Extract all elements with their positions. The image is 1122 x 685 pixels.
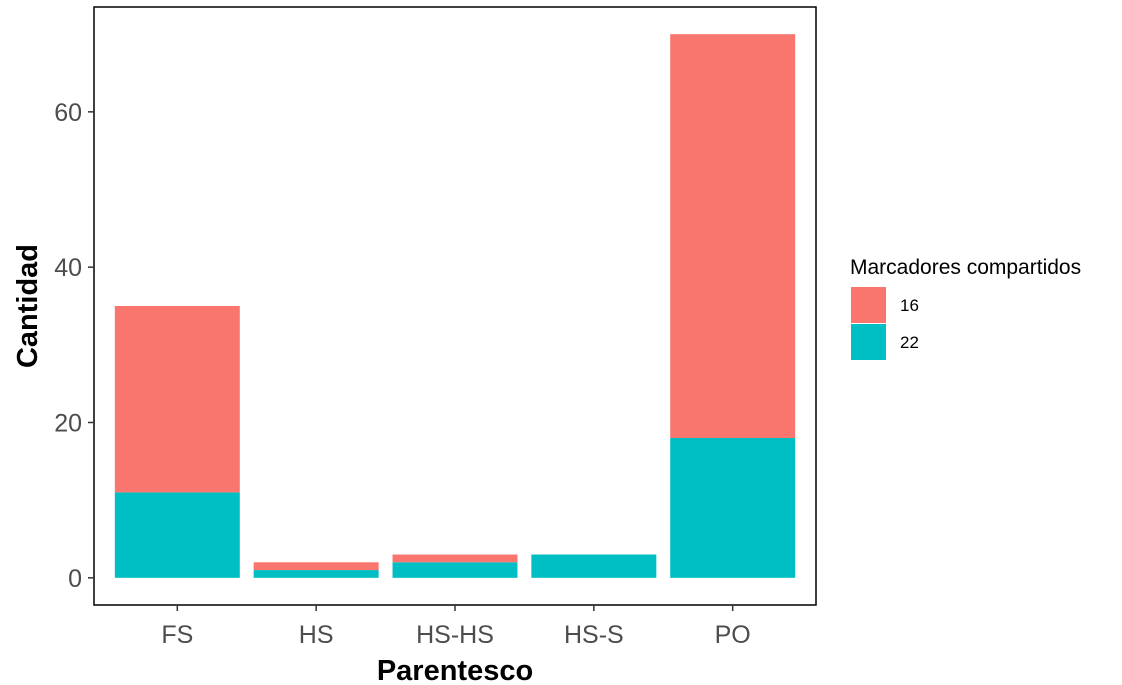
y-tick-label: 60 — [54, 99, 82, 127]
legend-label: 16 — [900, 296, 919, 315]
bars-group — [114, 34, 796, 578]
x-tick-label: HS — [299, 621, 334, 649]
legend-key-16 — [851, 287, 886, 323]
bar-hs-s-series-22 — [531, 554, 657, 578]
legend-title: Marcadores compartidos — [850, 256, 1081, 279]
x-tick-label: PO — [715, 621, 751, 649]
legend-key-22 — [851, 324, 886, 360]
x-tick-label: HS-S — [564, 621, 624, 649]
y-tick-label: 0 — [68, 565, 82, 593]
legend-label: 22 — [900, 333, 919, 352]
x-axis-title: Parentesco — [377, 655, 533, 685]
y-tick-label: 40 — [54, 254, 82, 282]
y-tick-label: 20 — [54, 409, 82, 437]
bar-hs-series-22 — [253, 570, 379, 578]
x-tick-label: FS — [161, 621, 193, 649]
bar-hs-hs-series-16 — [392, 554, 518, 563]
y-axis: 0 20 40 60 — [54, 99, 94, 593]
bar-fs-series-16 — [114, 306, 240, 493]
legend: Marcadores compartidos 16 22 — [850, 256, 1081, 360]
y-axis-title: Cantidad — [12, 244, 44, 368]
bar-fs-series-22 — [114, 492, 240, 578]
bar-hs-series-16 — [253, 562, 379, 571]
bar-po-series-22 — [670, 438, 796, 578]
bar-hs-hs-series-22 — [392, 562, 518, 578]
x-axis: FS HS HS-HS HS-S PO — [161, 605, 751, 649]
bar-po-series-16 — [670, 34, 796, 439]
x-tick-label: HS-HS — [416, 621, 494, 649]
